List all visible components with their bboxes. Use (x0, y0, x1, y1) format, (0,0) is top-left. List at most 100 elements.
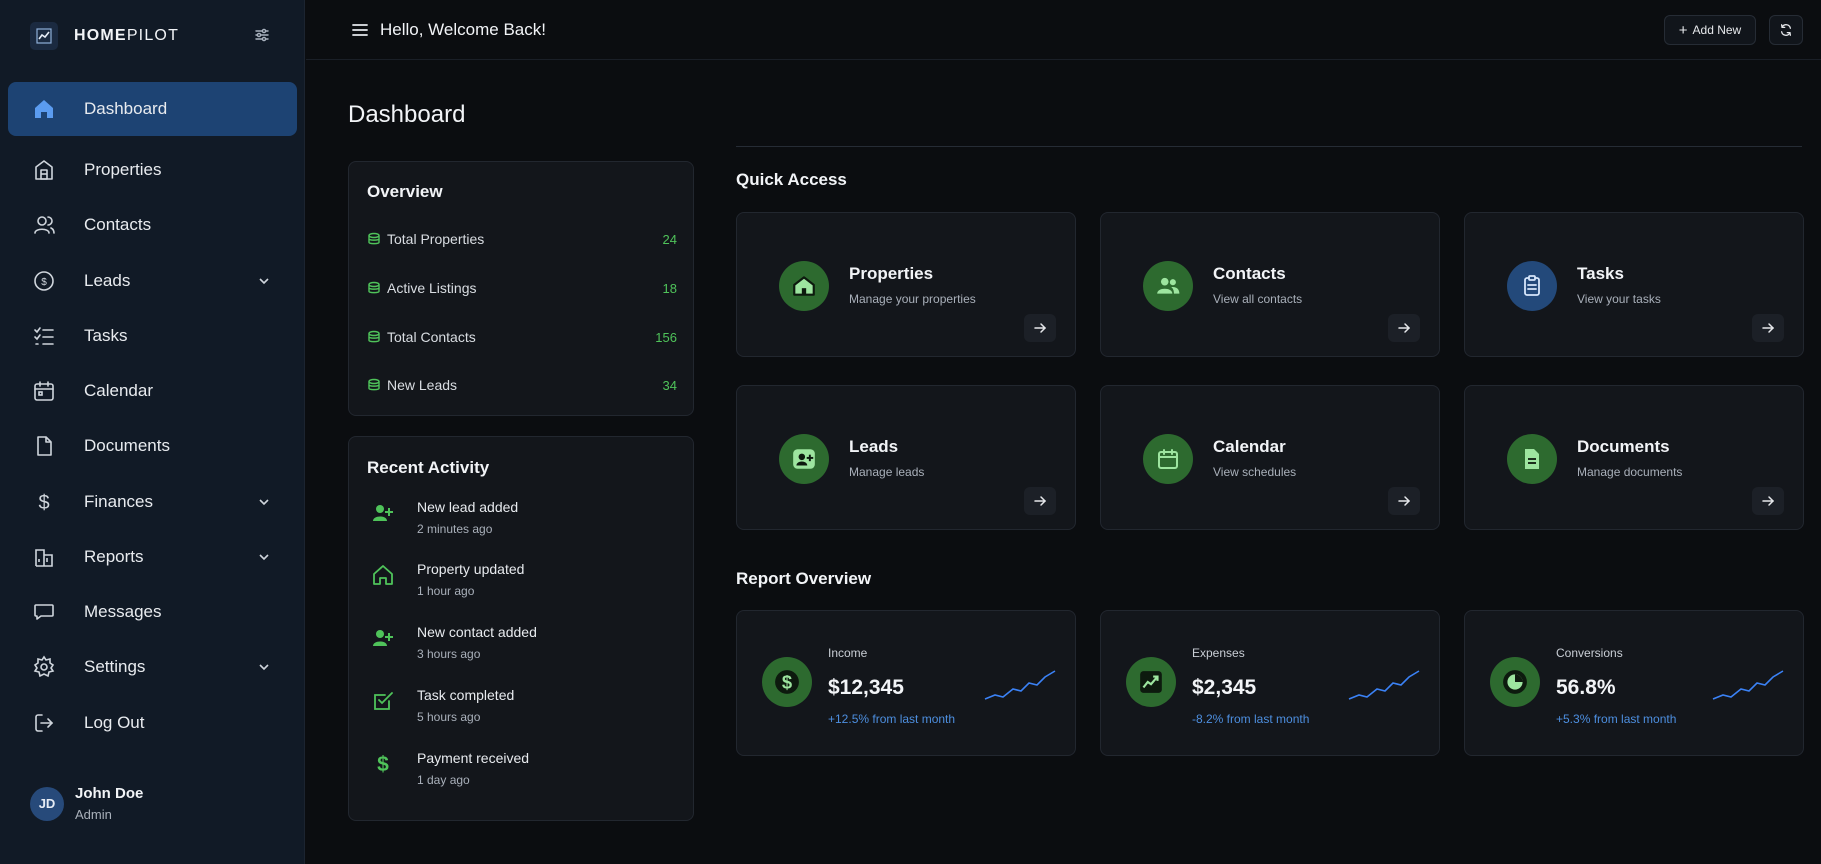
report-label: Expenses (1192, 646, 1245, 660)
sparkline (1712, 670, 1784, 700)
avatar: JD (30, 786, 64, 821)
quick-access-subtitle: View schedules (1213, 465, 1297, 479)
sidebar-item-tasks[interactable]: Tasks (8, 309, 297, 363)
sidebar-item-label: Properties (84, 160, 162, 179)
chevron-down-icon[interactable] (256, 549, 272, 565)
arrow-right-icon[interactable] (1024, 314, 1056, 342)
report-value: $2,345 (1192, 676, 1257, 699)
sidebar-item-label: Calendar (84, 381, 153, 400)
greeting-text: Hello, Welcome Back! (380, 20, 546, 39)
report-card-expenses[interactable]: Expenses $2,345 -8.2% from last month (1100, 610, 1440, 756)
pie-chart-icon (1490, 657, 1540, 707)
sidebar-item-contacts[interactable]: Contacts (8, 198, 297, 252)
sidebar: HOMEPILOT Dashboard Properties Conta (0, 0, 305, 864)
report-change: +12.5% from last month (828, 712, 956, 726)
sidebar-item-finances[interactable]: $ Finances (8, 475, 297, 529)
home-outline-icon (372, 564, 394, 586)
sparkline (984, 670, 1056, 700)
home-icon (32, 97, 56, 121)
brand[interactable]: HOMEPILOT (30, 22, 179, 50)
activity-time: 1 hour ago (417, 584, 475, 598)
activity-item[interactable]: New contact added 3 hours ago (367, 624, 677, 670)
arrow-right-icon[interactable] (1388, 314, 1420, 342)
recent-activity-title: Recent Activity (367, 458, 490, 477)
activity-item[interactable]: $ Payment received 1 day ago (367, 750, 677, 796)
quick-access-title: Quick Access (736, 170, 847, 189)
sidebar-item-reports[interactable]: Reports (8, 530, 297, 584)
svg-text:$: $ (377, 753, 389, 775)
refresh-button[interactable] (1769, 15, 1803, 45)
arrow-right-icon[interactable] (1752, 314, 1784, 342)
calendar-icon (32, 379, 56, 403)
user-profile[interactable]: JD John Doe Admin (30, 785, 143, 822)
user-plus-icon (372, 502, 394, 524)
quick-access-card-documents[interactable]: Documents Manage documents (1464, 385, 1804, 530)
topbar: Hello, Welcome Back! + Add New (306, 0, 1821, 60)
report-chart-icon (32, 545, 56, 569)
overview-row-label: Total Properties (387, 231, 485, 247)
quick-access-subtitle: Manage your properties (849, 292, 976, 306)
report-card-conversions[interactable]: Conversions 56.8% +5.3% from last month (1464, 610, 1804, 756)
document-icon (1507, 434, 1557, 484)
quick-access-card-calendar[interactable]: Calendar View schedules (1100, 385, 1440, 530)
dollar-circle-icon: $ (762, 657, 812, 707)
overview-row: Total Contacts 156 (367, 327, 677, 347)
refresh-icon (1779, 23, 1793, 37)
report-card-income[interactable]: $ Income $12,345 +12.5% from last month (736, 610, 1076, 756)
activity-time: 3 hours ago (417, 647, 481, 661)
recent-activity-card: Recent Activity New lead added 2 minutes… (348, 436, 694, 821)
quick-access-card-contacts[interactable]: Contacts View all contacts (1100, 212, 1440, 357)
quick-access-card-tasks[interactable]: Tasks View your tasks (1464, 212, 1804, 357)
quick-access-card-properties[interactable]: Properties Manage your properties (736, 212, 1076, 357)
user-plus-icon (372, 627, 394, 649)
svg-text:$: $ (782, 672, 792, 693)
overview-row-value: 24 (662, 231, 677, 247)
gear-icon (32, 655, 56, 679)
quick-access-card-leads[interactable]: Leads Manage leads (736, 385, 1076, 530)
activity-item[interactable]: Property updated 1 hour ago (367, 561, 677, 607)
overview-row-value: 156 (655, 329, 677, 345)
menu-icon[interactable] (350, 20, 370, 40)
user-name: John Doe (75, 785, 144, 802)
add-new-label: Add New (1692, 23, 1742, 37)
sidebar-item-calendar[interactable]: Calendar (8, 364, 297, 418)
activity-item[interactable]: Task completed 5 hours ago (367, 687, 677, 733)
quick-access-subtitle: View all contacts (1213, 292, 1303, 306)
trend-chart-icon (1126, 657, 1176, 707)
sidebar-collapse-icon[interactable] (252, 25, 272, 45)
arrow-right-icon[interactable] (1388, 487, 1420, 515)
arrow-right-icon[interactable] (1024, 487, 1056, 515)
divider (736, 146, 1802, 147)
sidebar-item-settings[interactable]: Settings (8, 640, 297, 694)
dollar-icon: $ (32, 490, 56, 514)
activity-item[interactable]: New lead added 2 minutes ago (367, 499, 677, 545)
overview-row: Total Properties 24 (367, 229, 677, 249)
svg-text:$: $ (38, 492, 49, 514)
sidebar-item-logout[interactable]: Log Out (8, 696, 297, 750)
database-icon (367, 330, 381, 344)
sidebar-item-messages[interactable]: Messages (8, 585, 297, 639)
overview-row-value: 18 (662, 280, 677, 296)
quick-access-title-text: Tasks (1577, 264, 1624, 283)
chevron-down-icon[interactable] (256, 494, 272, 510)
sidebar-item-leads[interactable]: $ Leads (8, 254, 297, 308)
sidebar-item-label: Tasks (84, 326, 128, 345)
sidebar-item-label: Log Out (84, 713, 145, 732)
sidebar-item-documents[interactable]: Documents (8, 419, 297, 473)
arrow-right-icon[interactable] (1752, 487, 1784, 515)
report-change: -8.2% from last month (1192, 712, 1310, 726)
add-new-button[interactable]: + Add New (1664, 15, 1756, 45)
sidebar-item-properties[interactable]: Properties (8, 143, 297, 197)
overview-row-label: Active Listings (387, 280, 477, 296)
overview-card: Overview Total Properties 24 Active List… (348, 161, 694, 416)
chevron-down-icon[interactable] (256, 273, 272, 289)
sparkline (1348, 670, 1420, 700)
sidebar-item-dashboard[interactable]: Dashboard (8, 82, 297, 136)
database-icon (367, 378, 381, 392)
chevron-down-icon[interactable] (256, 659, 272, 675)
quick-access-title-text: Documents (1577, 437, 1670, 456)
calendar-icon (1143, 434, 1193, 484)
building-icon (32, 158, 56, 182)
overview-title: Overview (367, 182, 443, 201)
report-value: $12,345 (828, 676, 904, 699)
